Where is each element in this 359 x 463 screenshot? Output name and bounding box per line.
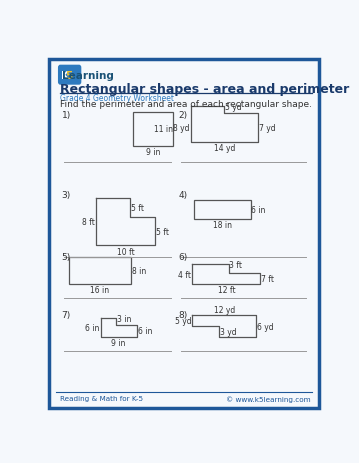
Text: 5): 5) xyxy=(62,252,71,261)
Text: 8 yd: 8 yd xyxy=(173,124,190,132)
Text: 18 in: 18 in xyxy=(213,221,232,230)
Text: 6 yd: 6 yd xyxy=(257,322,274,331)
Text: K: K xyxy=(61,70,69,81)
Bar xyxy=(132,113,173,146)
Bar xyxy=(69,257,131,285)
Text: 16 in: 16 in xyxy=(90,286,109,295)
Text: 8): 8) xyxy=(178,311,188,319)
Text: 4 ft: 4 ft xyxy=(178,270,191,279)
Text: 3 ft: 3 ft xyxy=(229,260,242,269)
Text: Reading & Math for K-5: Reading & Math for K-5 xyxy=(60,395,143,401)
Text: 8 ft: 8 ft xyxy=(82,218,95,226)
Text: 12 yd: 12 yd xyxy=(214,306,235,315)
Text: 9 in: 9 in xyxy=(111,338,126,347)
Text: Rectangular shapes - area and perimeter: Rectangular shapes - area and perimeter xyxy=(60,83,349,96)
FancyBboxPatch shape xyxy=(58,66,81,86)
Text: 6 in: 6 in xyxy=(251,206,266,214)
Text: 3 in: 3 in xyxy=(117,314,131,324)
Text: 10 ft: 10 ft xyxy=(117,247,134,256)
Text: Learning: Learning xyxy=(62,70,114,81)
Text: 3): 3) xyxy=(62,190,71,199)
Text: 6 in: 6 in xyxy=(137,327,152,336)
Text: 8 in: 8 in xyxy=(132,266,146,275)
Text: 11 in: 11 in xyxy=(154,125,173,134)
Text: 1): 1) xyxy=(62,111,71,120)
Text: 6 in: 6 in xyxy=(85,323,99,332)
Text: 14 yd: 14 yd xyxy=(214,144,235,153)
Text: 3 yd: 3 yd xyxy=(220,327,236,336)
Text: 12 ft: 12 ft xyxy=(218,286,236,295)
Text: 6): 6) xyxy=(178,252,188,261)
Text: 5 ft: 5 ft xyxy=(155,227,169,236)
Text: 7 ft: 7 ft xyxy=(261,274,274,283)
Bar xyxy=(194,200,251,219)
Text: 7): 7) xyxy=(62,311,71,319)
Text: 5 ft: 5 ft xyxy=(131,204,144,213)
Text: Find the perimeter and area of each rectangular shape.: Find the perimeter and area of each rect… xyxy=(60,100,312,109)
Text: © www.k5learning.com: © www.k5learning.com xyxy=(226,395,311,402)
Text: 2): 2) xyxy=(178,111,187,120)
Text: 5: 5 xyxy=(65,70,73,81)
Text: Grade 4 Geometry Worksheet: Grade 4 Geometry Worksheet xyxy=(60,94,174,103)
Text: 7 yd: 7 yd xyxy=(258,124,275,132)
Text: 5 yd: 5 yd xyxy=(225,103,242,112)
Text: 4): 4) xyxy=(178,190,187,199)
Text: 5 yd: 5 yd xyxy=(174,316,191,325)
Text: 9 in: 9 in xyxy=(146,148,160,156)
